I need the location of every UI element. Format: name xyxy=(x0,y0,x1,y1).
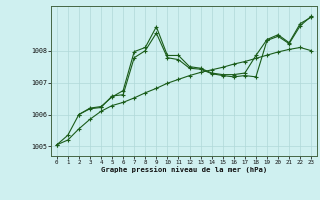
X-axis label: Graphe pression niveau de la mer (hPa): Graphe pression niveau de la mer (hPa) xyxy=(101,167,267,173)
